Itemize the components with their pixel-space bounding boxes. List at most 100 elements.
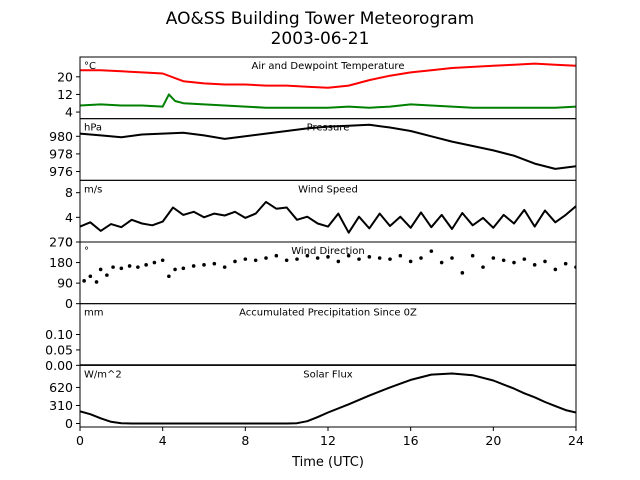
- panel-4-point: [264, 256, 268, 260]
- panel-4-point: [470, 253, 475, 258]
- panel-4-point: [127, 264, 132, 268]
- panel-4-point: [429, 249, 434, 253]
- panel-4-point: [295, 257, 299, 261]
- panel-4-title: Wind Direction: [291, 246, 365, 257]
- panel-2-unit: hPa: [84, 123, 102, 134]
- panel-6-title: Solar Flux: [303, 369, 353, 380]
- panel-4-point: [212, 261, 217, 266]
- panel-4-point: [532, 263, 537, 267]
- panel-1-title: Air and Dewpoint Temperature: [252, 61, 405, 72]
- x-tick-label: 20: [485, 433, 501, 448]
- panel-6: 0 310 620 W/m^2 Solar Flux: [49, 364, 577, 431]
- panel-4-point: [543, 259, 547, 264]
- panel-1-ytick-label: 4: [65, 105, 73, 120]
- panel-5: 0.000.050.10 mm Accumulated Precipitation …: [45, 303, 577, 373]
- panel-4-point: [377, 256, 382, 260]
- panel-4-point: [144, 263, 148, 267]
- x-tick-label: 12: [320, 433, 336, 448]
- panel-6-ytick-label: 620: [49, 380, 73, 395]
- panel-2-ytick-label: 978: [49, 146, 73, 161]
- panel-4-point: [450, 256, 454, 260]
- panel-4-point: [82, 279, 86, 283]
- panel-4-point: [243, 257, 248, 261]
- panel-4-point: [346, 253, 351, 258]
- x-tick-label: 8: [241, 433, 249, 448]
- panel-1-ytick-label: 12: [57, 87, 73, 102]
- panel-4-ytick-label: 180: [49, 255, 73, 270]
- panel-4-ytick-label: 270: [49, 235, 73, 250]
- figure-title-line1: AO&SS Building Tower Meteorogram: [166, 9, 474, 29]
- panel-4-point: [491, 256, 496, 260]
- panel-3-series-1-line: [80, 200, 576, 234]
- panel-4-point: [367, 255, 372, 259]
- panel-4-point: [522, 257, 527, 261]
- x-axis: 0 4 8 12 16 20 24: [76, 427, 584, 448]
- panel-1-unit: °C: [84, 61, 96, 72]
- x-tick-label: 0: [76, 433, 84, 448]
- panel-4-point: [284, 258, 289, 263]
- panel-3-unit: m/s: [84, 184, 102, 195]
- panel-4-ytick-label: 90: [57, 276, 73, 291]
- panel-4-point: [501, 258, 506, 263]
- panel-4-point: [326, 255, 330, 259]
- panel-4-point: [98, 267, 103, 272]
- panel-4-point: [481, 265, 485, 269]
- panel-5-unit: mm: [84, 308, 103, 319]
- panel-3-title: Wind Speed: [298, 184, 358, 195]
- panel-5-ytick-label: 0.00: [45, 358, 73, 373]
- panel-6-ytick-label: 0: [65, 416, 73, 431]
- panel-4-point: [181, 266, 186, 271]
- panel-4-point: [512, 260, 516, 265]
- panel-4-ytick-label: 0: [65, 296, 73, 311]
- panel-4-point: [88, 274, 93, 279]
- panel-6-ytick-label: 310: [49, 398, 73, 413]
- panel-4-point: [439, 260, 444, 265]
- x-tick-label: 4: [159, 433, 167, 448]
- panel-3-ytick-label: 0: [65, 235, 73, 250]
- panel-5-title: Accumulated Precipitation Since 0Z: [239, 308, 417, 319]
- figure-title-line2: 2003-06-21: [271, 29, 370, 49]
- panel-2-ytick-label: 976: [49, 164, 73, 179]
- panel-4-point: [173, 267, 177, 272]
- x-axis-label: Time (UTC): [291, 455, 364, 470]
- panel-4-point: [408, 259, 413, 264]
- panel-1-ytick-label: 20: [57, 69, 73, 84]
- panel-4-point: [94, 280, 99, 284]
- panel-4-unit: °: [84, 246, 89, 257]
- panel-4-point: [152, 260, 157, 265]
- panel-4-point: [105, 273, 109, 277]
- panel-3-ytick-label: 4: [65, 210, 73, 225]
- panel-4-point: [419, 256, 423, 260]
- panel-4: 0 90 180 270 ° Wind Direction: [49, 235, 577, 311]
- panel-3-ytick-label: 8: [65, 185, 73, 200]
- panel-2-title: Pressure: [307, 123, 350, 134]
- panel-4-point: [336, 259, 341, 264]
- panel-4-point: [111, 265, 115, 269]
- panel-2-ytick-label: 980: [49, 129, 73, 144]
- panel-4-point: [274, 253, 279, 258]
- panel-2: 976 978 980 hPa Pressure: [49, 118, 577, 181]
- panel-4-point: [160, 258, 165, 263]
- panel-4-point: [136, 265, 140, 269]
- panel-4-point: [305, 253, 310, 258]
- panel-4-point: [233, 259, 237, 264]
- x-tick-label: 16: [403, 433, 419, 448]
- panel-6-unit: W/m^2: [84, 369, 122, 380]
- panel-5-ytick-label: 0.05: [45, 342, 73, 357]
- panel-4-point: [398, 253, 403, 258]
- panel-1: 4 12 20 °C Air and Dewpoint Temperature: [57, 56, 577, 120]
- panel-4-point: [315, 256, 320, 260]
- panel-6-series-1-line: [80, 372, 576, 425]
- panel-4-point: [388, 257, 392, 261]
- panel-4-point: [119, 266, 124, 271]
- panel-3: 0 4 8 m/s Wind Speed: [65, 179, 577, 250]
- panel-4-point: [202, 263, 206, 267]
- panel-4-point: [222, 265, 227, 269]
- panel-4-point: [553, 267, 558, 272]
- panel-4-point: [563, 261, 568, 266]
- panel-4-point: [357, 257, 361, 261]
- panel-4-point: [253, 258, 258, 263]
- panel-4-point: [191, 264, 196, 268]
